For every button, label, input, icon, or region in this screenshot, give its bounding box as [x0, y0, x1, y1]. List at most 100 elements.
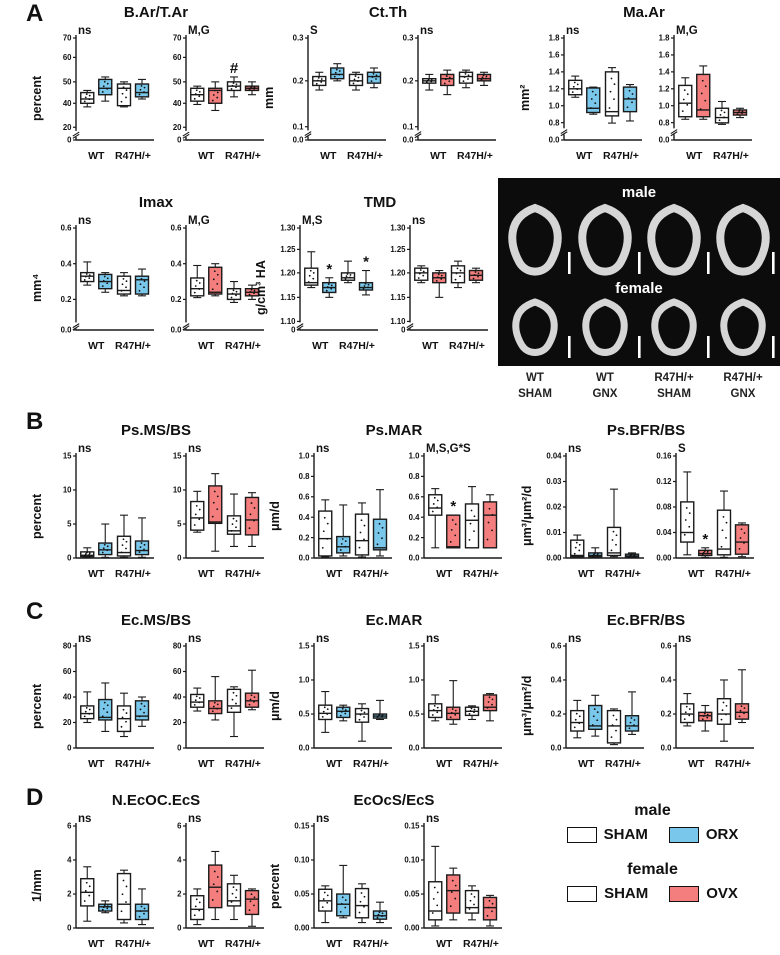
svg-text:WT: WT — [198, 340, 215, 352]
svg-text:0.2: 0.2 — [293, 77, 305, 86]
chart-title: EcOcS/EcS — [353, 792, 435, 809]
boxplot-tmd-male: 01.10 1.15 1.20 1.25 1.30 M,S * * WT R47H/+ — [280, 215, 378, 352]
boxplot-ec-mar-male: 0.0 0.5 1.0 1.5 ns WT R47H/+ — [299, 633, 392, 770]
svg-text:WT: WT — [422, 340, 439, 352]
boxplot-n-ecoc-ecs-female: 0 2 4 6 ns WT R47H/+ — [177, 813, 264, 950]
panel-c-label: C — [26, 598, 44, 625]
boxplot-ct-th-female: 0.0 0.1 0.2 0.3 ns WT R47H/+ — [403, 25, 496, 162]
boxplot-ec-bfr-bs-male: 0.0 0.2 0.4 0.6 ns WT R47H/+ — [551, 633, 644, 770]
svg-text:0.10: 0.10 — [294, 856, 310, 865]
svg-text:0: 0 — [291, 326, 296, 335]
svg-text:0.0: 0.0 — [409, 554, 421, 563]
svg-text:ns: ns — [426, 813, 439, 825]
svg-text:0.2: 0.2 — [61, 295, 73, 304]
svg-text:0.0: 0.0 — [61, 326, 73, 335]
svg-text:ns: ns — [568, 443, 581, 455]
chart-title: N.EcOC.EcS — [111, 792, 201, 809]
chart-pair-tmd: TMD g/cm³ HA 0 1.10 1.15 1.20 1.25 1.30 M,S * * WT R… — [252, 194, 490, 364]
chart-pair-body: mm⁴ 0.0 0.2 0.4 0.6 ns WT R47H/+ 0.0 0.2 0.4 0.6 M,G… — [28, 212, 266, 364]
boxplot-ps-bfr-bs-male: 0.00 0.01 0.02 0.03 0.04 ns WT R47H/+ — [546, 443, 644, 580]
svg-text:40: 40 — [63, 693, 72, 702]
svg-text:10: 10 — [173, 486, 182, 495]
svg-text:0.0: 0.0 — [409, 744, 421, 753]
svg-text:0.6: 0.6 — [171, 224, 183, 233]
svg-text:20: 20 — [173, 718, 182, 727]
svg-text:R47H/+: R47H/+ — [347, 150, 383, 162]
svg-text:ns: ns — [316, 443, 329, 455]
svg-text:60: 60 — [173, 667, 182, 676]
svg-text:WT: WT — [88, 150, 105, 162]
svg-text:ns: ns — [678, 633, 691, 645]
svg-text:40: 40 — [63, 99, 72, 108]
svg-text:60: 60 — [63, 667, 72, 676]
y-axis-label: mm² — [518, 84, 532, 112]
svg-text:1.30: 1.30 — [390, 224, 406, 233]
boxplot-ma-ar-male: 0.0 0.8 1.0 1.2 1.4 1.6 1.8 ns WT R47H/+ — [549, 25, 642, 162]
chart-pair-ct-th: Ct.Th mm 0.0 0.1 0.2 0.3 S WT R47H/+ 0.0 0.1 0.2 0.3… — [260, 4, 498, 174]
svg-text:WT: WT — [198, 938, 215, 950]
chart-pair-ecocs-ecs: EcOcS/EcS percent 0.00 0.05 0.10 0.15 ns WT R47H… — [266, 792, 504, 955]
svg-text:1.0: 1.0 — [299, 452, 311, 461]
svg-text:M,S,G*S: M,S,G*S — [426, 443, 471, 455]
svg-text:70: 70 — [63, 34, 72, 43]
legend-swatch-orx — [668, 826, 699, 843]
svg-text:WT: WT — [688, 568, 705, 580]
svg-text:0.4: 0.4 — [661, 676, 673, 685]
chart-title: Ma.Ar — [623, 4, 665, 21]
svg-text:0.0: 0.0 — [551, 744, 563, 753]
svg-text:WT: WT — [526, 372, 544, 384]
svg-text:0.16: 0.16 — [656, 452, 672, 461]
svg-text:0: 0 — [177, 924, 182, 933]
svg-text:ns: ns — [426, 633, 439, 645]
svg-text:0.5: 0.5 — [409, 710, 421, 719]
chart-title: Ps.BFR/BS — [606, 422, 686, 439]
chart-title: Ec.BFR/BS — [606, 612, 686, 629]
boxplot-ps-bfr-bs-female: 0.00 0.04 0.08 0.12 0.16 S * WT R47H/+ — [656, 443, 754, 580]
svg-text:0.05: 0.05 — [294, 890, 310, 899]
y-axis-label: mm — [262, 86, 276, 110]
legend-label-female-sham: SHAM — [604, 885, 649, 902]
svg-text:R47H/+: R47H/+ — [115, 938, 151, 950]
svg-text:M,G: M,G — [188, 215, 210, 227]
svg-text:50: 50 — [173, 78, 182, 87]
chart-title: Ps.MAR — [365, 422, 423, 439]
boxplot-ec-mar-female: 0.0 0.5 1.0 1.5 ns WT R47H/+ — [409, 633, 502, 770]
svg-text:1.25: 1.25 — [390, 245, 406, 254]
svg-text:0.6: 0.6 — [299, 493, 311, 502]
svg-text:1.0: 1.0 — [409, 452, 421, 461]
chart-pair-imax: Imax mm⁴ 0.0 0.2 0.4 0.6 ns WT R47H/+ 0.0 0.2 0.4 0.… — [28, 194, 266, 364]
chart-pair-ma-ar: Ma.Ar mm² 0.0 0.8 1.0 1.2 1.4 1.6 1.8 ns WT R47H/+ 0… — [516, 4, 754, 174]
svg-text:0.4: 0.4 — [409, 513, 421, 522]
svg-text:6: 6 — [67, 822, 72, 831]
chart-pair-body: μm/d 0.0 0.2 0.4 0.6 0.8 1.0 ns WT R47H/+ 0.0 0.2 0.… — [266, 440, 504, 592]
svg-text:WT: WT — [688, 758, 705, 770]
svg-text:1.5: 1.5 — [409, 642, 421, 651]
legend-female-row: SHAM OVX — [540, 885, 765, 902]
svg-text:1.2: 1.2 — [549, 84, 561, 93]
legend-female-title: female — [627, 861, 678, 878]
svg-text:0.8: 0.8 — [409, 472, 421, 481]
svg-text:0.00: 0.00 — [294, 924, 310, 933]
svg-text:0.0: 0.0 — [403, 136, 415, 145]
chart-title: Ec.MS/BS — [120, 612, 192, 629]
svg-text:ns: ns — [188, 813, 201, 825]
svg-text:ns: ns — [420, 25, 433, 37]
svg-text:0: 0 — [177, 744, 182, 753]
boxplot-n-ecoc-ecs-male: 0 2 4 6 ns WT R47H/+ — [67, 813, 154, 950]
svg-text:WT: WT — [430, 150, 447, 162]
svg-text:5: 5 — [67, 520, 72, 529]
svg-text:0.0: 0.0 — [293, 136, 305, 145]
svg-text:ns: ns — [412, 215, 425, 227]
svg-text:R47H/+: R47H/+ — [115, 340, 151, 352]
chart-title: Ps.MS/BS — [120, 422, 192, 439]
legend-swatch-ovx — [669, 885, 700, 902]
svg-text:WT: WT — [686, 150, 703, 162]
boxplot-b-ar-t-ar-female: 0 20 40 50 60 70 M,G # WT R47H/+ — [173, 25, 264, 162]
svg-text:WT: WT — [326, 938, 343, 950]
svg-text:WT: WT — [596, 372, 614, 384]
svg-text:R47H/+: R47H/+ — [115, 758, 151, 770]
chart-pair-ps-ms-bs: Ps.MS/BS percent 0 5 10 15 ns WT R47H/+ 0 5 10 15 ns W… — [28, 422, 266, 592]
svg-text:1.30: 1.30 — [280, 224, 296, 233]
svg-text:R47H/+: R47H/+ — [605, 568, 641, 580]
svg-text:R47H/+: R47H/+ — [463, 758, 499, 770]
